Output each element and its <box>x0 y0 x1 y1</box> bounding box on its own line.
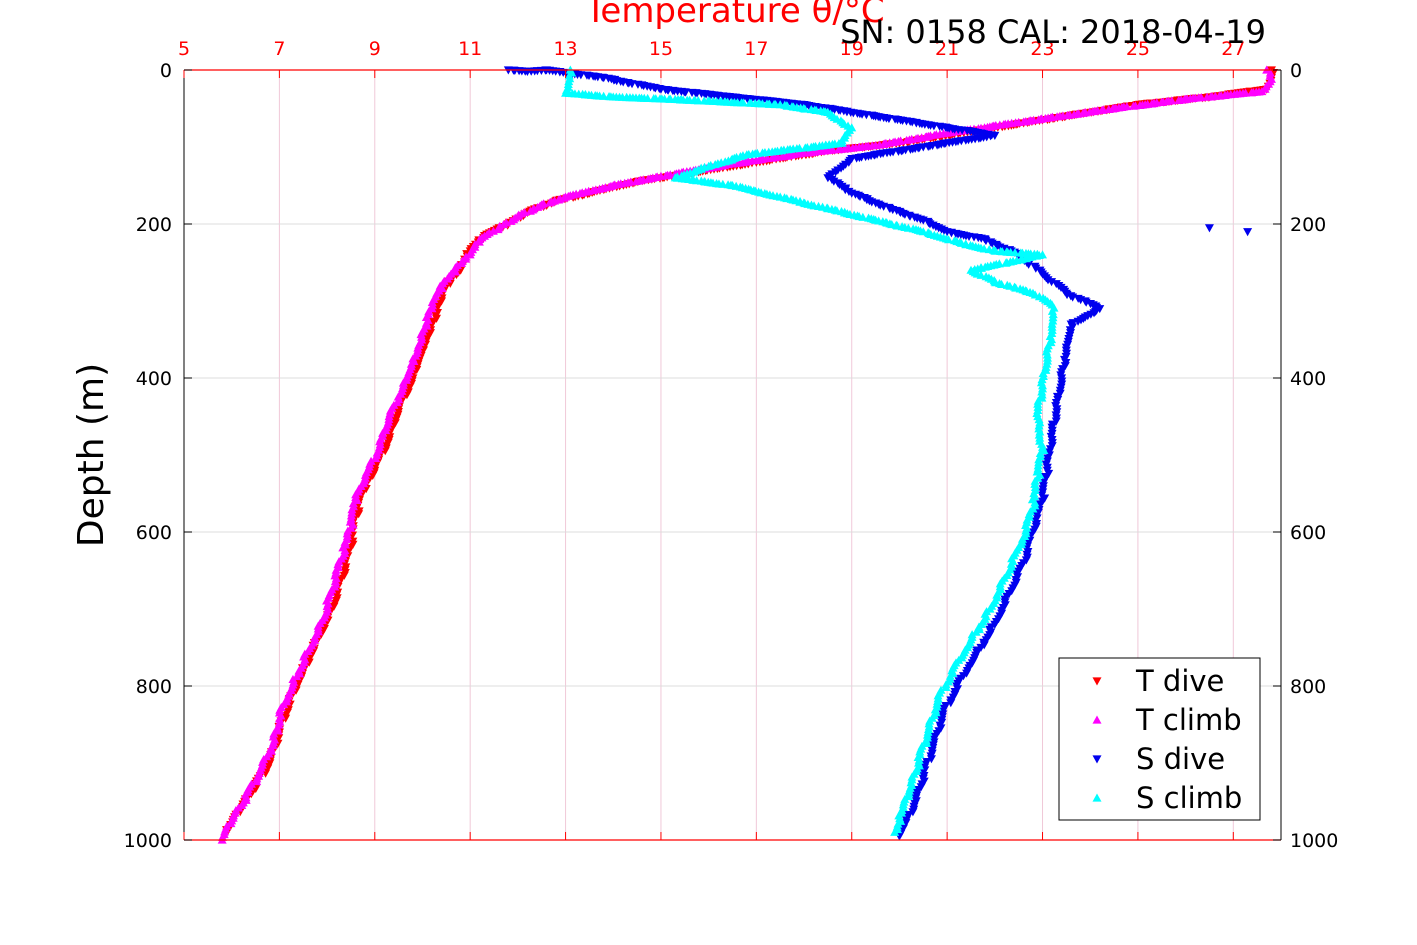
data-point <box>1034 430 1044 439</box>
legend-label: S dive <box>1136 742 1225 776</box>
x-tick-label: 7 <box>273 38 285 60</box>
legend-box <box>1058 657 1261 821</box>
data-points <box>217 65 1278 844</box>
x-tick-label: 27 <box>1221 38 1245 60</box>
data-point <box>902 135 912 144</box>
series-s-dive <box>503 66 1253 841</box>
chart-subtitle: SN: 0158 CAL: 2018-04-19 <box>840 13 1266 51</box>
x-tick-label: 21 <box>935 38 959 60</box>
data-point <box>545 198 555 207</box>
data-point <box>941 682 951 691</box>
data-point <box>474 237 484 246</box>
data-point <box>1174 95 1184 105</box>
y-tick-label-right: 1000 <box>1290 830 1338 852</box>
data-point <box>576 71 586 80</box>
data-point <box>884 115 894 124</box>
x-tick-label: 25 <box>1126 38 1150 60</box>
y-tick-label-right: 600 <box>1290 522 1326 544</box>
y-tick-label-left: 600 <box>136 522 172 544</box>
data-point <box>1246 88 1256 97</box>
series-s-climb <box>561 65 1059 836</box>
data-point <box>738 98 748 107</box>
data-point <box>922 738 932 747</box>
data-point <box>946 699 956 708</box>
x-tick-label: 13 <box>553 38 577 60</box>
x-tick-label: 23 <box>1030 38 1054 60</box>
data-point <box>1243 228 1253 237</box>
legend-label: T climb <box>1135 703 1242 737</box>
data-point <box>506 216 516 225</box>
data-point <box>800 104 810 113</box>
data-point <box>525 206 535 215</box>
chart-title: Temperature θ/°C <box>584 0 884 31</box>
x-tick-label: 5 <box>178 38 190 60</box>
tick-labels: 5 7 9 11 13 15 17 19 21 23 25 27 0 0 200 200 400 400 600 60… <box>124 38 1339 852</box>
y-tick-label-left: 200 <box>136 214 172 236</box>
data-point <box>834 145 844 154</box>
y-tick-label-right: 400 <box>1290 368 1326 390</box>
y-tick-label-left: 0 <box>160 60 172 82</box>
data-point <box>1204 224 1214 233</box>
x-tick-label: 15 <box>649 38 673 60</box>
data-point <box>643 93 653 103</box>
y-tick-label-left: 1000 <box>124 830 172 852</box>
y-tick-label-left: 800 <box>136 676 172 698</box>
data-point <box>926 755 936 764</box>
y-tick-label-right: 800 <box>1290 676 1326 698</box>
data-point <box>693 96 703 105</box>
data-point <box>252 776 262 786</box>
data-point <box>371 454 381 463</box>
data-point <box>631 176 641 186</box>
legend: T dive T climb S dive S climb <box>1058 657 1261 821</box>
x-tick-label: 11 <box>458 38 482 60</box>
data-point <box>1010 248 1020 257</box>
y-tick-label-left: 400 <box>136 368 172 390</box>
legend-marker <box>1092 755 1102 764</box>
data-point <box>1128 101 1138 110</box>
data-point <box>800 143 810 152</box>
data-point <box>1202 92 1212 101</box>
data-point <box>944 235 954 244</box>
x-tick-label: 9 <box>369 38 381 60</box>
data-point <box>908 808 918 817</box>
data-point <box>273 726 283 735</box>
x-tick-label: 19 <box>840 38 864 60</box>
data-point <box>976 270 986 279</box>
data-point <box>997 279 1007 289</box>
data-point <box>858 212 868 221</box>
y-tick-label-right: 200 <box>1290 214 1326 236</box>
legend-label: S climb <box>1136 781 1242 815</box>
y-axis-label: Depth (m) <box>71 363 112 547</box>
legend-label: T dive <box>1135 664 1224 698</box>
legend-marker <box>1092 677 1102 686</box>
x-tick-label: 17 <box>744 38 768 60</box>
axes <box>183 69 1282 841</box>
data-point <box>1001 258 1011 267</box>
data-point <box>1104 104 1114 113</box>
legend-marker <box>1092 715 1102 724</box>
data-point <box>681 88 691 97</box>
data-point <box>890 827 900 836</box>
data-point <box>1047 335 1057 344</box>
data-point <box>976 643 986 652</box>
legend-marker <box>1092 793 1102 802</box>
y-tick-label-right: 0 <box>1290 60 1302 82</box>
